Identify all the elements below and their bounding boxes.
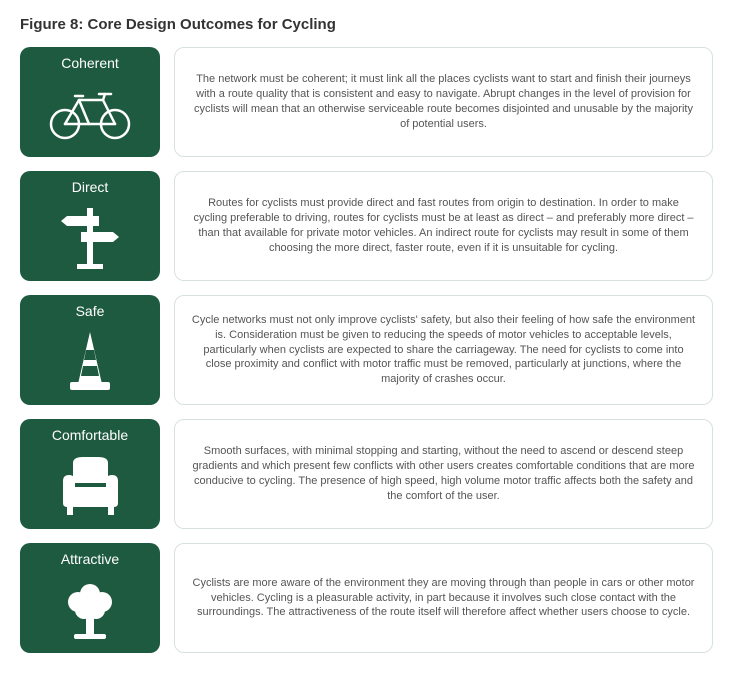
outcome-label: Direct	[72, 179, 109, 195]
outcome-label: Attractive	[61, 551, 119, 567]
outcome-description: Cyclists are more aware of the environme…	[174, 543, 713, 653]
outcome-row: Direct Routes for cyclists must provide …	[20, 171, 713, 281]
outcome-row: Attractive Cyclists are more aware of th…	[20, 543, 713, 653]
figure-title: Figure 8: Core Design Outcomes for Cycli…	[20, 16, 713, 33]
armchair-icon	[26, 447, 154, 523]
outcome-row: Comfortable Smooth surfaces, with minima…	[20, 419, 713, 529]
bicycle-icon	[26, 75, 154, 151]
outcome-description: Routes for cyclists must provide direct …	[174, 171, 713, 281]
outcome-label: Comfortable	[52, 427, 128, 443]
outcome-badge-coherent: Coherent	[20, 47, 160, 157]
outcome-badge-comfortable: Comfortable	[20, 419, 160, 529]
outcome-badge-attractive: Attractive	[20, 543, 160, 653]
outcomes-list: Coherent The network must be cohe	[20, 47, 713, 653]
outcome-badge-direct: Direct	[20, 171, 160, 281]
outcome-row: Coherent The network must be cohe	[20, 47, 713, 157]
traffic-cone-icon	[26, 323, 154, 399]
outcome-description: The network must be coherent; it must li…	[174, 47, 713, 157]
outcome-description: Smooth surfaces, with minimal stopping a…	[174, 419, 713, 529]
outcome-description: Cycle networks must not only improve cyc…	[174, 295, 713, 405]
tree-icon	[26, 571, 154, 647]
outcome-label: Safe	[76, 303, 105, 319]
outcome-label: Coherent	[61, 55, 119, 71]
outcome-row: Safe Cycle networks must not only improv…	[20, 295, 713, 405]
signpost-icon	[26, 199, 154, 275]
outcome-badge-safe: Safe	[20, 295, 160, 405]
